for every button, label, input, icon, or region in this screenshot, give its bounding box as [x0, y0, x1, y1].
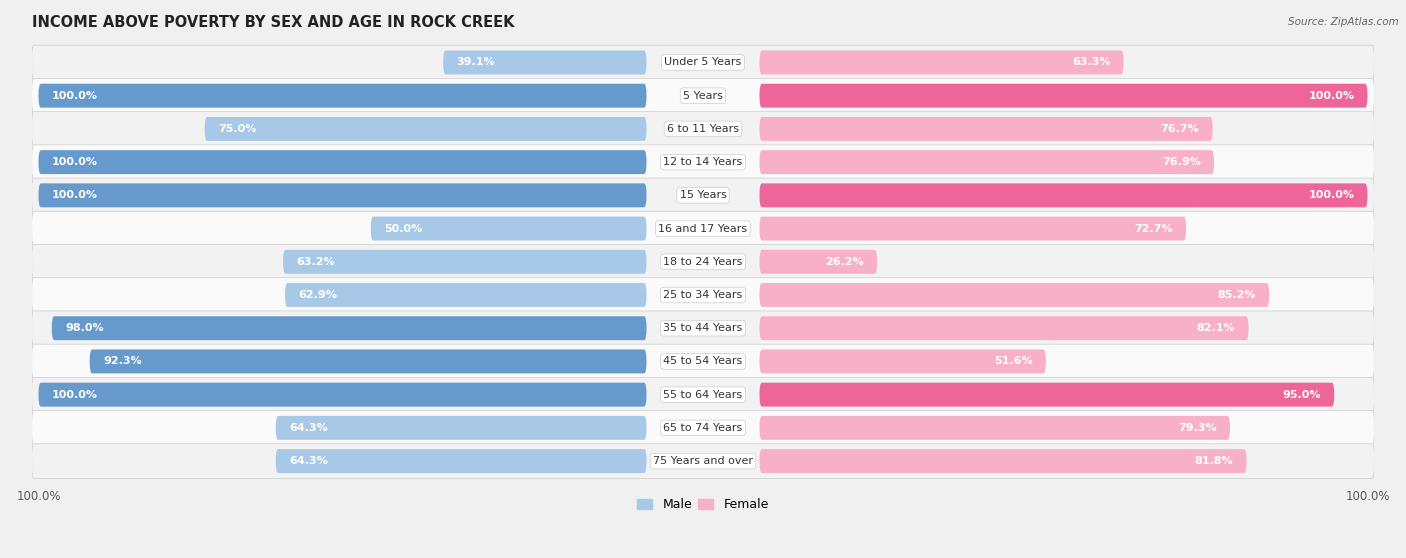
FancyBboxPatch shape: [32, 178, 1374, 213]
Text: 35 to 44 Years: 35 to 44 Years: [664, 323, 742, 333]
Text: 45 to 54 Years: 45 to 54 Years: [664, 357, 742, 367]
Legend: Male, Female: Male, Female: [633, 493, 773, 516]
Text: 85.2%: 85.2%: [1218, 290, 1256, 300]
Text: 65 to 74 Years: 65 to 74 Years: [664, 423, 742, 433]
Text: 75.0%: 75.0%: [218, 124, 256, 134]
FancyBboxPatch shape: [759, 217, 1187, 240]
FancyBboxPatch shape: [759, 416, 1230, 440]
Text: 62.9%: 62.9%: [298, 290, 337, 300]
Text: 64.3%: 64.3%: [290, 423, 328, 433]
Text: 100.0%: 100.0%: [52, 91, 98, 100]
Text: 81.8%: 81.8%: [1195, 456, 1233, 466]
FancyBboxPatch shape: [759, 316, 1249, 340]
FancyBboxPatch shape: [759, 349, 1046, 373]
FancyBboxPatch shape: [759, 84, 1368, 108]
FancyBboxPatch shape: [371, 217, 647, 240]
Text: 15 Years: 15 Years: [679, 190, 727, 200]
FancyBboxPatch shape: [759, 184, 1368, 208]
FancyBboxPatch shape: [32, 344, 1374, 379]
FancyBboxPatch shape: [276, 416, 647, 440]
FancyBboxPatch shape: [759, 117, 1212, 141]
Text: 26.2%: 26.2%: [825, 257, 863, 267]
Text: 12 to 14 Years: 12 to 14 Years: [664, 157, 742, 167]
FancyBboxPatch shape: [283, 250, 647, 274]
Text: 64.3%: 64.3%: [290, 456, 328, 466]
Text: 100.0%: 100.0%: [1308, 190, 1354, 200]
Text: 39.1%: 39.1%: [457, 57, 495, 68]
Text: 98.0%: 98.0%: [65, 323, 104, 333]
FancyBboxPatch shape: [759, 51, 1123, 74]
Text: 95.0%: 95.0%: [1282, 389, 1322, 400]
Text: 75 Years and over: 75 Years and over: [652, 456, 754, 466]
FancyBboxPatch shape: [32, 145, 1374, 180]
FancyBboxPatch shape: [443, 51, 647, 74]
Text: Under 5 Years: Under 5 Years: [665, 57, 741, 68]
FancyBboxPatch shape: [759, 383, 1334, 407]
FancyBboxPatch shape: [32, 311, 1374, 345]
Text: 100.0%: 100.0%: [52, 190, 98, 200]
Text: 6 to 11 Years: 6 to 11 Years: [666, 124, 740, 134]
Text: 51.6%: 51.6%: [994, 357, 1032, 367]
FancyBboxPatch shape: [205, 117, 647, 141]
FancyBboxPatch shape: [285, 283, 647, 307]
FancyBboxPatch shape: [759, 150, 1213, 174]
FancyBboxPatch shape: [759, 283, 1270, 307]
Text: 100.0%: 100.0%: [52, 389, 98, 400]
FancyBboxPatch shape: [759, 449, 1247, 473]
FancyBboxPatch shape: [32, 211, 1374, 246]
FancyBboxPatch shape: [32, 278, 1374, 312]
Text: 100.0%: 100.0%: [1308, 91, 1354, 100]
FancyBboxPatch shape: [38, 184, 647, 208]
FancyBboxPatch shape: [759, 250, 877, 274]
FancyBboxPatch shape: [32, 411, 1374, 445]
Text: 55 to 64 Years: 55 to 64 Years: [664, 389, 742, 400]
Text: 5 Years: 5 Years: [683, 91, 723, 100]
FancyBboxPatch shape: [32, 79, 1374, 113]
Text: 63.2%: 63.2%: [297, 257, 335, 267]
Text: INCOME ABOVE POVERTY BY SEX AND AGE IN ROCK CREEK: INCOME ABOVE POVERTY BY SEX AND AGE IN R…: [32, 15, 515, 30]
Text: 82.1%: 82.1%: [1197, 323, 1236, 333]
FancyBboxPatch shape: [52, 316, 647, 340]
FancyBboxPatch shape: [38, 84, 647, 108]
Text: Source: ZipAtlas.com: Source: ZipAtlas.com: [1288, 17, 1399, 27]
Text: 16 and 17 Years: 16 and 17 Years: [658, 224, 748, 234]
FancyBboxPatch shape: [32, 112, 1374, 146]
Text: 50.0%: 50.0%: [384, 224, 422, 234]
FancyBboxPatch shape: [38, 150, 647, 174]
Text: 79.3%: 79.3%: [1178, 423, 1216, 433]
FancyBboxPatch shape: [90, 349, 647, 373]
Text: 76.7%: 76.7%: [1160, 124, 1199, 134]
FancyBboxPatch shape: [32, 244, 1374, 279]
Text: 63.3%: 63.3%: [1071, 57, 1111, 68]
FancyBboxPatch shape: [38, 383, 647, 407]
FancyBboxPatch shape: [32, 377, 1374, 412]
Text: 18 to 24 Years: 18 to 24 Years: [664, 257, 742, 267]
Text: 100.0%: 100.0%: [52, 157, 98, 167]
FancyBboxPatch shape: [276, 449, 647, 473]
FancyBboxPatch shape: [32, 444, 1374, 478]
Text: 76.9%: 76.9%: [1161, 157, 1201, 167]
Text: 25 to 34 Years: 25 to 34 Years: [664, 290, 742, 300]
Text: 72.7%: 72.7%: [1135, 224, 1173, 234]
Text: 92.3%: 92.3%: [103, 357, 142, 367]
FancyBboxPatch shape: [32, 45, 1374, 80]
